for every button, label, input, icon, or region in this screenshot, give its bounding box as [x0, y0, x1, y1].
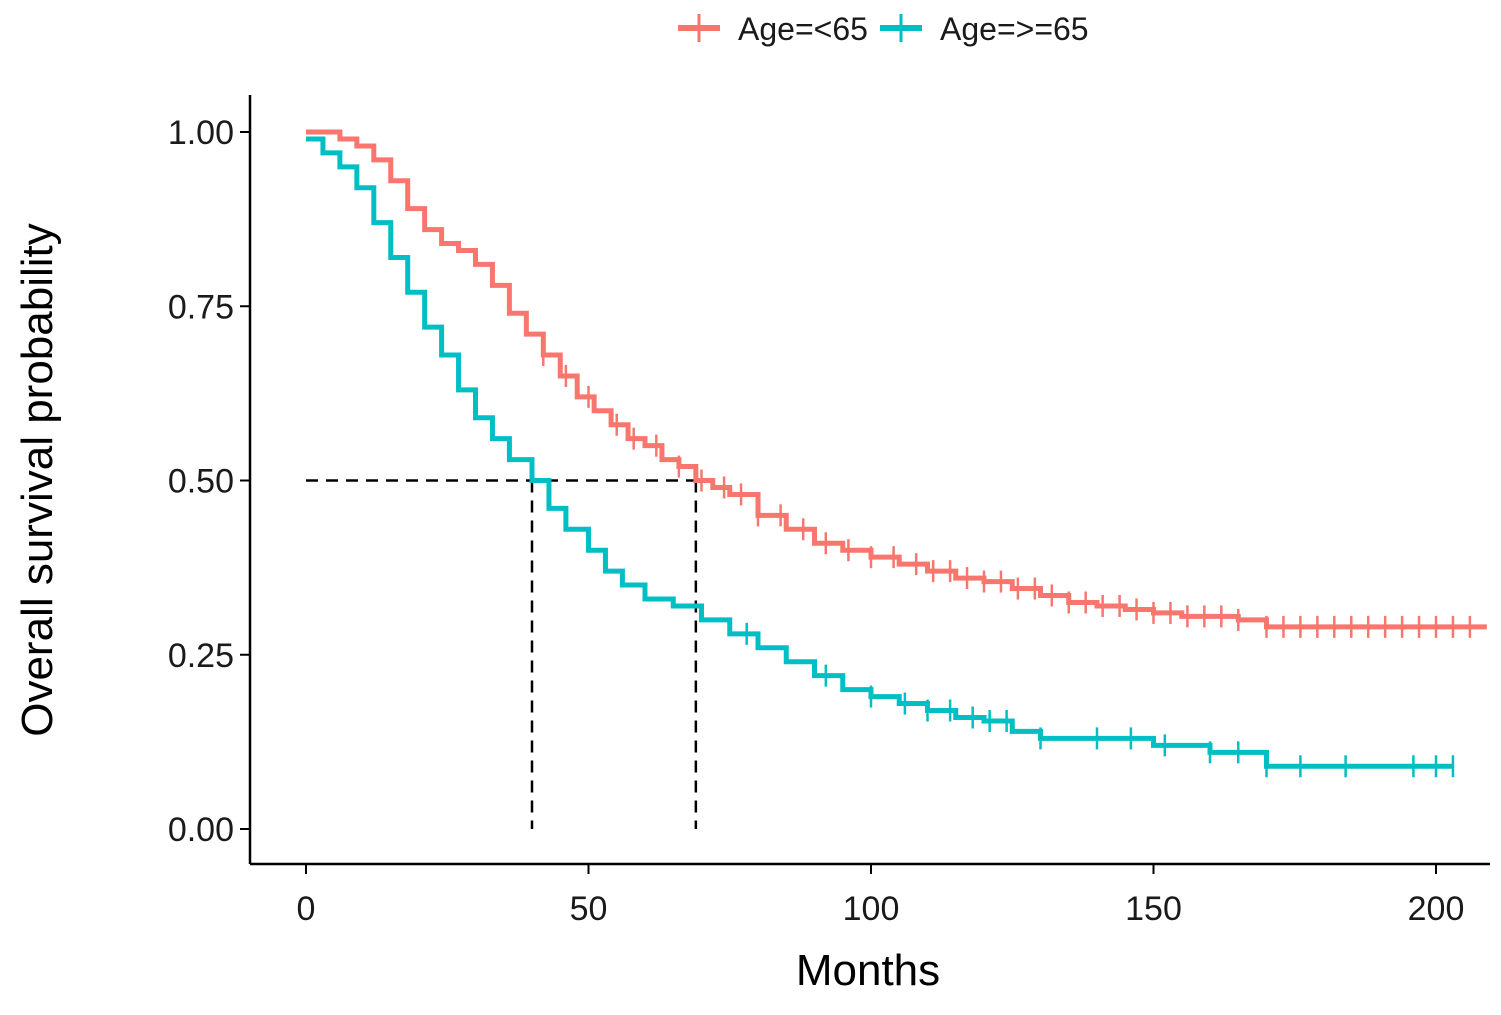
x-tick-label: 50 [570, 890, 608, 928]
x-tick-label: 150 [1125, 890, 1182, 928]
legend: Age=<65 Age=>=65 [678, 11, 1089, 47]
median-lines [306, 479, 698, 829]
y-tick-label: 0.75 [168, 288, 234, 326]
x-tick-label: 100 [843, 890, 900, 928]
series-group [306, 129, 1487, 778]
y-tick-label: 0.25 [168, 637, 234, 675]
x-tick-label: 200 [1408, 890, 1465, 928]
legend-label-65-plus: Age=>=65 [940, 11, 1089, 47]
survival-curve-65-plus [306, 136, 1453, 769]
y-tick-label: 0.00 [168, 811, 234, 849]
x-tick-label: 0 [297, 890, 316, 928]
y-ticks: 0.00 0.25 0.50 0.75 1.00 [168, 114, 250, 849]
survival-curve-under-65 [306, 129, 1487, 630]
y-axis-title: Overall survival probability [13, 223, 62, 737]
x-axis-title: Months [796, 946, 940, 995]
x-ticks: 0 50 100 150 200 [297, 864, 1465, 928]
legend-label-under-65: Age=<65 [738, 11, 868, 47]
y-tick-label: 1.00 [168, 114, 234, 152]
y-tick-label: 0.50 [168, 463, 234, 501]
